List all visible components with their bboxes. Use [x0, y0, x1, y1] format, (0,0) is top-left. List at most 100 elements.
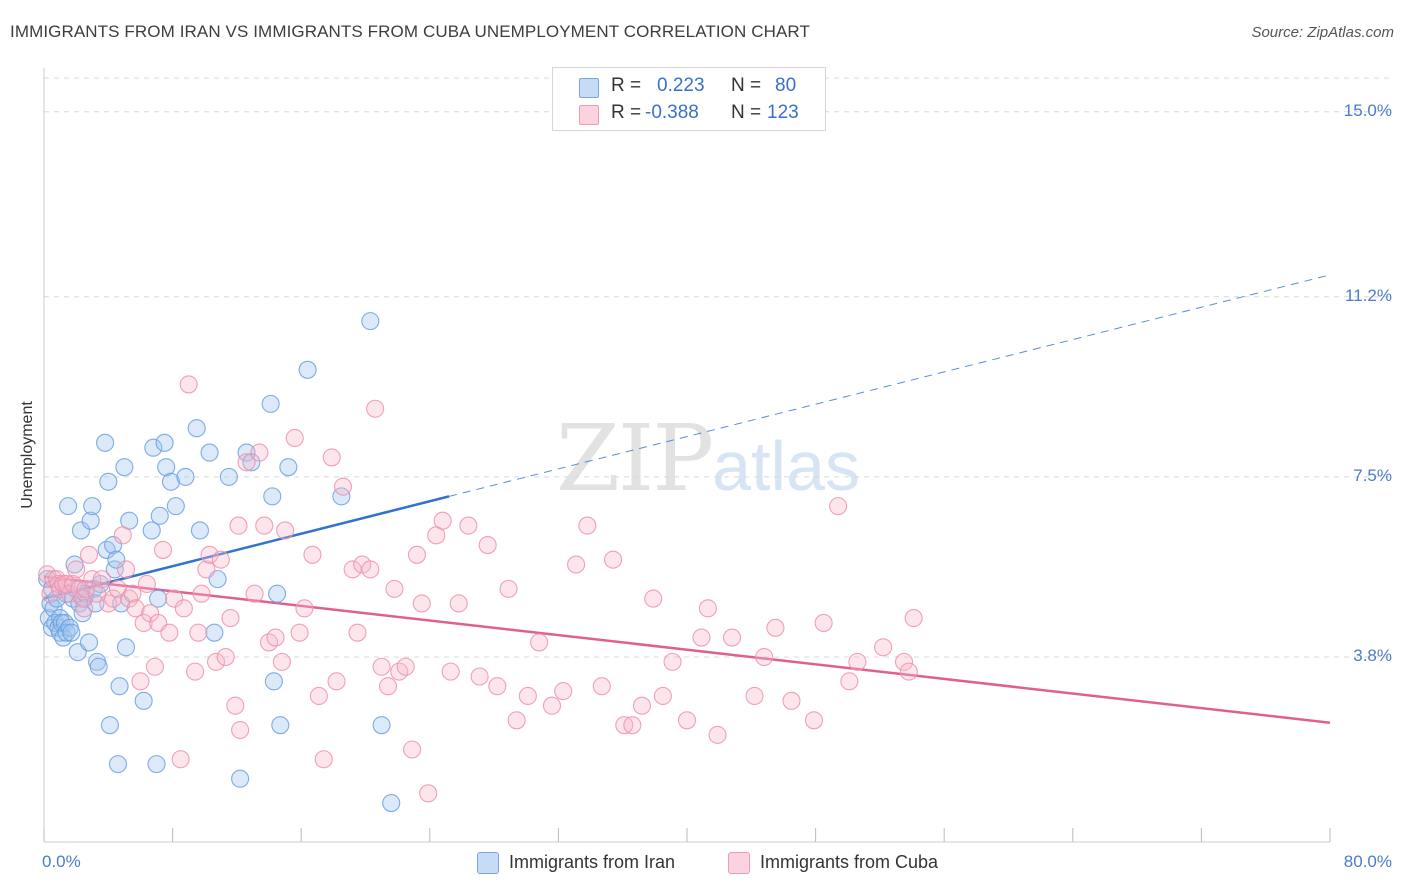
- cuba-point: [692, 628, 711, 647]
- cuba-point: [113, 526, 132, 545]
- cuba-point: [186, 662, 205, 681]
- cuba-point: [120, 589, 139, 608]
- iran-point: [361, 312, 380, 331]
- cuba-point: [174, 599, 193, 618]
- cuba-point: [755, 647, 774, 667]
- cuba-point: [507, 711, 526, 730]
- iran-point: [147, 755, 166, 774]
- iran-point: [264, 672, 283, 691]
- cuba-point: [231, 720, 250, 740]
- cuba-point: [137, 574, 156, 594]
- stats-legend-box: R = 0.223 N = 80 R = -0.388 N = 123: [552, 67, 826, 131]
- cuba-point: [83, 570, 102, 589]
- cuba-point: [314, 750, 333, 769]
- cuba-point: [745, 686, 764, 706]
- cuba-point: [722, 628, 742, 647]
- cuba-point: [653, 686, 672, 706]
- cuba-point: [285, 428, 304, 448]
- iran-trend-extension: [448, 274, 1331, 497]
- x-tick-label-max: 80.0%: [1343, 852, 1392, 871]
- iran-point: [268, 584, 287, 603]
- iran-r-label: R =: [611, 75, 642, 96]
- x-tick-label-min: 0.0%: [42, 852, 81, 871]
- cuba-point: [309, 686, 328, 706]
- cuba-point: [766, 618, 785, 637]
- chart-title: IMMIGRANTS FROM IRAN VS IMMIGRANTS FROM …: [10, 22, 810, 41]
- cuba-point: [206, 652, 226, 671]
- cuba-point: [99, 594, 118, 613]
- cuba-point: [200, 545, 219, 564]
- cuba-n-value: 123: [767, 102, 799, 123]
- cuba-point: [67, 560, 86, 579]
- iran-point: [190, 521, 209, 540]
- chart-source: Source: ZipAtlas.com: [1251, 24, 1394, 41]
- iran-point: [83, 497, 102, 516]
- stats-row-iran: R = 0.223 N = 80: [553, 75, 825, 101]
- iran-point: [237, 443, 256, 462]
- iran-point: [110, 677, 129, 696]
- cuba-point: [632, 696, 652, 715]
- iran-point: [161, 472, 181, 491]
- iran-point: [62, 623, 81, 642]
- cuba-point: [644, 589, 663, 608]
- iran-point: [200, 443, 219, 462]
- cuba-point: [160, 623, 179, 642]
- cuba-point: [245, 584, 264, 603]
- iran-point: [157, 458, 176, 477]
- iran-point: [57, 623, 76, 642]
- cuba-point: [295, 599, 314, 618]
- trend-line-layer: [43, 274, 1331, 724]
- iran-point: [59, 497, 78, 516]
- legend-label-cuba: Immigrants from Cuba: [760, 852, 939, 872]
- iran-point: [81, 511, 100, 530]
- cuba-point: [237, 453, 256, 472]
- cuba-point: [592, 677, 611, 696]
- cuba-point: [366, 399, 385, 418]
- cuba-point: [433, 511, 452, 530]
- iran-swatch: [579, 78, 599, 98]
- cuba-r-value: -0.388: [645, 102, 699, 123]
- iran-r-value: 0.223: [657, 75, 705, 96]
- bottom-legend: Immigrants from Iran Immigrants from Cub…: [0, 850, 1406, 878]
- cuba-point: [290, 623, 309, 642]
- cuba-r-label: R =: [611, 102, 642, 123]
- cuba-point: [197, 560, 216, 579]
- iran-point: [104, 536, 123, 555]
- iran-point: [115, 458, 134, 477]
- cuba-point: [153, 540, 173, 559]
- iran-point: [108, 755, 127, 774]
- iran-point: [382, 794, 401, 813]
- iran-point: [205, 623, 224, 642]
- axis-layer: [43, 68, 1331, 843]
- iran-point: [99, 472, 118, 491]
- cuba-point: [221, 609, 240, 628]
- cuba-point: [250, 443, 269, 462]
- cuba-point: [677, 711, 697, 730]
- cuba-point: [407, 545, 426, 564]
- cuba-point: [322, 448, 341, 467]
- cuba-n-label: N =: [731, 102, 762, 123]
- cuba-point: [131, 672, 150, 691]
- cuba-point: [894, 652, 914, 671]
- iran-point: [261, 394, 280, 413]
- iran-point: [263, 487, 282, 506]
- cuba-point: [361, 560, 380, 579]
- cuba-point: [449, 594, 468, 613]
- iran-point: [149, 589, 168, 608]
- iran-trend-line: [43, 495, 450, 600]
- cuba-point: [276, 521, 295, 540]
- iran-point: [372, 716, 391, 735]
- cuba-point: [70, 579, 89, 598]
- cuba-point: [518, 686, 537, 706]
- cuba-point: [623, 716, 642, 735]
- grid-layer: [44, 77, 1392, 658]
- cuba-point: [385, 579, 404, 598]
- legend-swatch-cuba: [728, 852, 750, 874]
- legend-swatch-iran: [477, 852, 499, 874]
- cuba-point: [76, 579, 95, 598]
- iran-point: [298, 360, 317, 379]
- cuba-point: [604, 550, 623, 569]
- cuba-point: [470, 667, 489, 686]
- cuba-point: [226, 696, 245, 715]
- iran-point: [116, 638, 136, 657]
